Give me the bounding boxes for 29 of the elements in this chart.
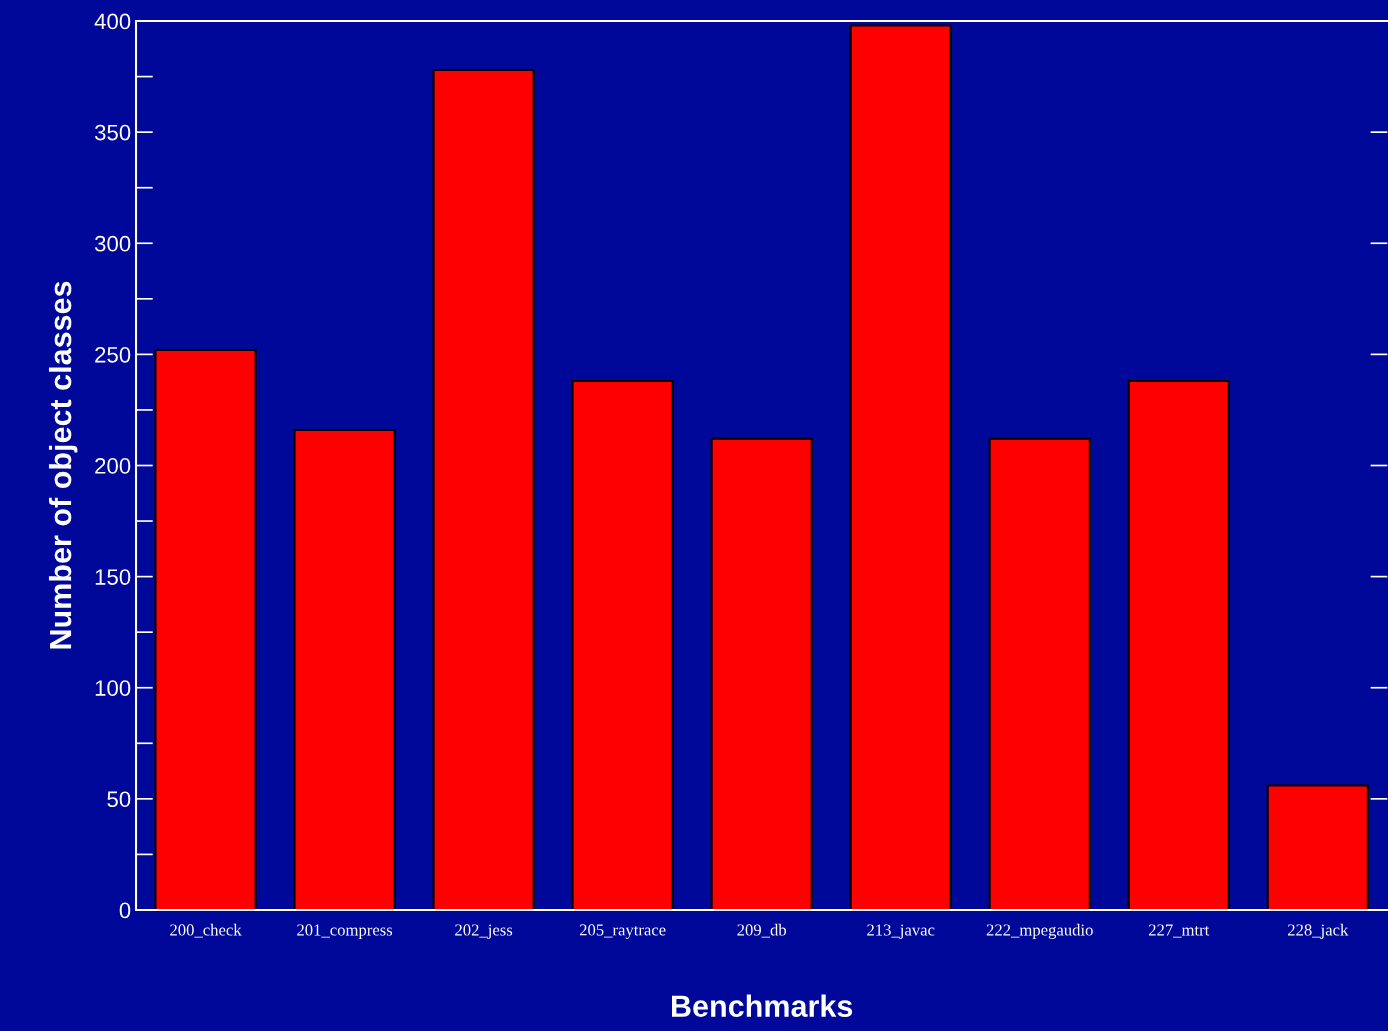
x-tick-label: 201_compress <box>297 924 393 939</box>
y-tick-label: 150 <box>95 569 131 585</box>
y-tick-label: 300 <box>94 235 131 252</box>
x-tick-label: 200_check <box>170 923 242 938</box>
y-tick-label: 0 <box>119 902 131 919</box>
y-tick-label: 250 <box>95 346 131 363</box>
bar <box>432 68 535 910</box>
bar <box>849 24 952 910</box>
x-tick-label: 227_mtrt <box>1148 924 1210 938</box>
y-tick-label: 200 <box>95 458 131 474</box>
bar <box>988 437 1091 910</box>
bar <box>571 380 674 910</box>
x-tick-label: 209_db <box>737 923 787 938</box>
bar <box>1266 784 1369 910</box>
bar <box>1127 380 1230 910</box>
y-tick-label: 350 <box>94 124 131 141</box>
x-tick-label: 228_jack <box>1287 923 1349 939</box>
y-axis-title: Number of object classes <box>48 281 78 649</box>
x-tick-label: 202_jess <box>455 924 513 939</box>
x-tick-label: 222_mpegaudio <box>986 923 1093 940</box>
y-tick-label: 100 <box>95 680 131 696</box>
bar <box>293 428 396 910</box>
x-tick-label: 213_javac <box>867 924 935 939</box>
x-axis-title: Benchmarks <box>672 994 853 1018</box>
y-tick-label: 400 <box>94 13 131 30</box>
bar <box>154 348 257 910</box>
y-tick-label: 50 <box>107 791 131 808</box>
x-tick-label: 205_raytrace <box>579 924 666 939</box>
bar <box>710 437 813 910</box>
